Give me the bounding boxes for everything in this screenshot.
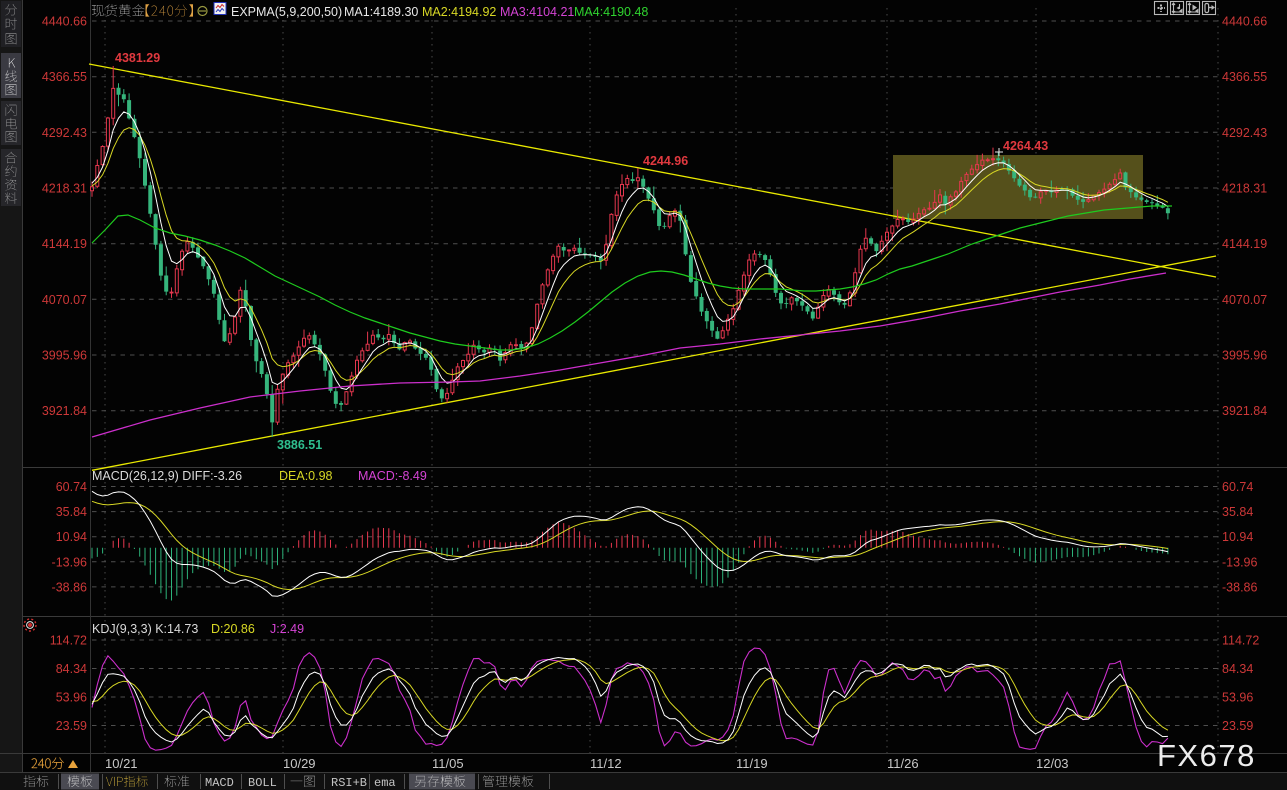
svg-text:3921.84: 3921.84 bbox=[1222, 404, 1267, 418]
svg-text:MACD:-8.49: MACD:-8.49 bbox=[358, 469, 427, 483]
svg-text:3995.96: 3995.96 bbox=[1222, 349, 1267, 363]
svg-text:-13.96: -13.96 bbox=[52, 555, 87, 569]
svg-text:-13.96: -13.96 bbox=[1222, 555, 1257, 569]
svg-text:4264.43: 4264.43 bbox=[1003, 139, 1048, 153]
svg-text:10.94: 10.94 bbox=[56, 530, 87, 544]
svg-text:4366.55: 4366.55 bbox=[1222, 70, 1267, 84]
svg-text:4440.66: 4440.66 bbox=[42, 15, 87, 29]
svg-text:23.59: 23.59 bbox=[56, 719, 87, 733]
svg-text:-38.86: -38.86 bbox=[1222, 580, 1257, 594]
svg-text:35.84: 35.84 bbox=[56, 505, 87, 519]
svg-text:10/21: 10/21 bbox=[105, 756, 138, 771]
svg-text:MA2:4194.92: MA2:4194.92 bbox=[422, 5, 496, 19]
svg-text:60.74: 60.74 bbox=[1222, 480, 1253, 494]
svg-text:D:20.86: D:20.86 bbox=[211, 622, 255, 636]
svg-text:BOLL: BOLL bbox=[248, 776, 277, 790]
svg-text:-38.86: -38.86 bbox=[52, 580, 87, 594]
svg-text:10.94: 10.94 bbox=[1222, 530, 1253, 544]
svg-text:114.72: 114.72 bbox=[50, 634, 87, 648]
svg-text:J:2.49: J:2.49 bbox=[270, 622, 304, 636]
svg-text:10/29: 10/29 bbox=[283, 756, 316, 771]
svg-text:23.59: 23.59 bbox=[1222, 719, 1253, 733]
svg-text:53.96: 53.96 bbox=[1222, 691, 1253, 705]
svg-text:35.84: 35.84 bbox=[1222, 505, 1253, 519]
svg-text:3921.84: 3921.84 bbox=[42, 404, 87, 418]
svg-text:114.72: 114.72 bbox=[1222, 634, 1259, 648]
svg-text:ema: ema bbox=[374, 776, 396, 790]
svg-text:4144.19: 4144.19 bbox=[42, 237, 87, 251]
svg-text:53.96: 53.96 bbox=[56, 691, 87, 705]
svg-text:KDJ(9,3,3) K:14.73: KDJ(9,3,3) K:14.73 bbox=[92, 622, 198, 636]
svg-text:EXPMA(5,9,200,50): EXPMA(5,9,200,50) bbox=[231, 5, 342, 19]
svg-text:11/26: 11/26 bbox=[887, 756, 919, 771]
svg-text:11/05: 11/05 bbox=[432, 756, 464, 771]
svg-text:4218.31: 4218.31 bbox=[42, 182, 87, 196]
svg-text:MA3:4104.21: MA3:4104.21 bbox=[500, 5, 574, 19]
svg-text:DEA:0.98: DEA:0.98 bbox=[279, 469, 333, 483]
svg-text:MA1:4189.30: MA1:4189.30 bbox=[344, 5, 418, 19]
svg-text:4144.19: 4144.19 bbox=[1222, 237, 1267, 251]
svg-text:4218.31: 4218.31 bbox=[1222, 182, 1267, 196]
svg-text:MACD: MACD bbox=[205, 776, 234, 790]
svg-text:3886.51: 3886.51 bbox=[277, 438, 322, 452]
svg-text:FX678: FX678 bbox=[1157, 738, 1256, 773]
svg-text:4381.29: 4381.29 bbox=[115, 51, 160, 65]
svg-text:11/19: 11/19 bbox=[736, 756, 768, 771]
svg-text:11/12: 11/12 bbox=[590, 756, 622, 771]
svg-text:4244.96: 4244.96 bbox=[643, 154, 688, 168]
svg-text:12/03: 12/03 bbox=[1036, 756, 1069, 771]
svg-text:4366.55: 4366.55 bbox=[42, 70, 87, 84]
svg-text:MACD(26,12,9) DIFF:-3.26: MACD(26,12,9) DIFF:-3.26 bbox=[92, 469, 242, 483]
svg-text:84.34: 84.34 bbox=[1222, 662, 1253, 676]
svg-text:4070.07: 4070.07 bbox=[1222, 293, 1267, 307]
svg-text:MA4:4190.48: MA4:4190.48 bbox=[574, 5, 648, 19]
svg-text:4292.43: 4292.43 bbox=[1222, 126, 1267, 140]
svg-text:RSI+B: RSI+B bbox=[331, 776, 367, 790]
svg-text:4292.43: 4292.43 bbox=[42, 126, 87, 140]
svg-text:60.74: 60.74 bbox=[56, 480, 87, 494]
svg-text:4440.66: 4440.66 bbox=[1222, 15, 1267, 29]
svg-text:84.34: 84.34 bbox=[56, 662, 87, 676]
svg-text:4070.07: 4070.07 bbox=[42, 293, 87, 307]
svg-text:3995.96: 3995.96 bbox=[42, 349, 87, 363]
